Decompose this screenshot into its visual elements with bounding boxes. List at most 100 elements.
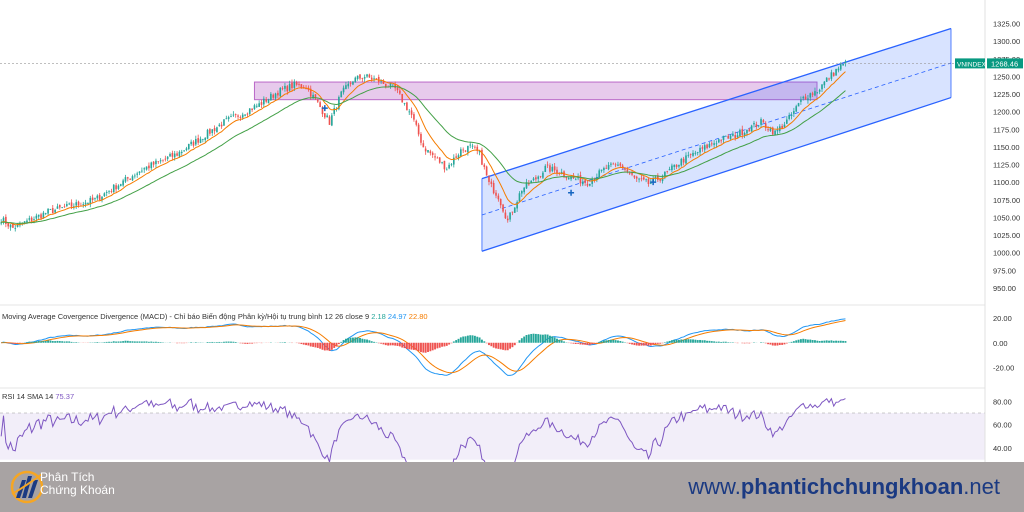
macd-histogram-bar: [659, 342, 662, 344]
macd-histogram-bar: [140, 341, 143, 343]
macd-histogram-bar: [307, 342, 310, 346]
candle: [356, 75, 359, 79]
candle: [452, 157, 455, 165]
candle: [265, 99, 268, 102]
macd-histogram-bar: [713, 341, 716, 343]
macd-histogram-bar: [389, 342, 392, 346]
macd-histogram-bar: [539, 334, 542, 343]
candle: [347, 83, 350, 87]
macd-histogram-bar: [354, 337, 357, 343]
macd-histogram-bar: [363, 339, 366, 343]
candle: [675, 164, 678, 167]
candle: [717, 139, 720, 143]
candle: [750, 125, 753, 132]
macd-histogram-bar: [223, 341, 225, 343]
macd-histogram-bar: [809, 339, 812, 343]
candle: [633, 175, 636, 178]
macd-histogram-bar: [795, 340, 798, 343]
macd-histogram-bar: [640, 342, 643, 346]
macd-histogram-bar: [619, 340, 622, 343]
candle: [35, 215, 38, 219]
candle: [497, 195, 500, 200]
candle: [593, 179, 596, 181]
candle: [523, 187, 525, 193]
brand-name-line2: Chứng Khoán: [40, 483, 115, 497]
macd-histogram-bar: [443, 342, 446, 347]
macd-histogram-bar: [63, 341, 66, 343]
candle: [202, 138, 204, 140]
candle: [743, 133, 746, 137]
candle: [199, 138, 202, 143]
candle: [729, 135, 732, 139]
macd-histogram-bar: [431, 342, 434, 351]
candle: [70, 202, 73, 207]
candle: [797, 103, 800, 107]
candle: [619, 163, 622, 166]
candle: [44, 213, 47, 214]
macd-histogram-bar: [448, 342, 451, 345]
macd-histogram-bar: [572, 342, 575, 344]
macd-histogram-bar: [328, 342, 331, 351]
macd-histogram-bar: [150, 341, 153, 343]
macd-histogram-bar: [462, 336, 465, 343]
macd-histogram-bar: [298, 342, 300, 344]
candle: [420, 133, 422, 143]
candle: [162, 159, 164, 161]
macd-histogram-bar: [600, 341, 603, 343]
macd-histogram-bar: [549, 335, 551, 343]
chart-area[interactable]: 1325.001300.001275.001250.001225.001200.…: [0, 0, 1024, 462]
candle: [176, 153, 178, 156]
candle: [321, 107, 324, 115]
macd-histogram-bar: [670, 340, 673, 343]
macd-histogram-bar: [368, 340, 371, 343]
macd-histogram-bar: [588, 342, 591, 345]
candle: [774, 130, 776, 135]
candle: [28, 218, 31, 220]
macd-histogram-bar: [685, 339, 687, 343]
candle: [469, 144, 472, 146]
candle: [366, 74, 368, 77]
candle: [152, 161, 155, 165]
candle: [218, 124, 221, 126]
price-tick-label: 1150.00: [993, 143, 1020, 152]
macd-histogram-bar: [778, 342, 781, 346]
macd-histogram-bar: [703, 340, 706, 343]
brand-name-line1: Phân Tích: [40, 470, 95, 484]
macd-histogram-bar: [541, 334, 544, 343]
macd-histogram-bar: [129, 341, 132, 343]
macd-histogram-bar: [436, 342, 439, 349]
macd-histogram-bar: [476, 336, 479, 343]
candle: [621, 165, 624, 168]
candle: [56, 206, 59, 209]
candle: [680, 158, 683, 166]
channel-upper-line: [481, 27, 952, 180]
macd-histogram-bar: [206, 341, 209, 343]
macd-histogram-bar: [769, 342, 772, 345]
macd-histogram-bar: [706, 340, 709, 343]
macd-histogram-bar: [570, 342, 573, 344]
macd-histogram-bar: [347, 337, 350, 343]
macd-histogram-bar: [837, 340, 840, 343]
macd-histogram-bar: [457, 338, 460, 343]
macd-histogram-bar: [598, 341, 601, 343]
candle: [431, 152, 434, 155]
website-suffix: .net: [963, 474, 1000, 499]
macd-tick-label: -20.00: [993, 364, 1014, 373]
macd-histogram-bar: [319, 342, 322, 349]
candle: [40, 214, 42, 219]
candle: [565, 176, 568, 179]
candle: [141, 170, 143, 172]
macd-histogram-bar: [792, 341, 795, 343]
macd-histogram-bar: [410, 342, 413, 350]
macd-histogram-bar: [155, 341, 157, 343]
price-tick-label: 1100.00: [993, 178, 1020, 187]
candle: [478, 150, 481, 153]
candle: [642, 177, 645, 180]
macd-histogram-bar: [396, 342, 399, 346]
website-link[interactable]: www.phantichchungkhoan.net: [688, 474, 1000, 500]
rsi-band: [0, 413, 985, 460]
candle: [377, 76, 380, 83]
candle: [720, 140, 722, 142]
candle: [338, 96, 340, 110]
macd-histogram-bar: [218, 341, 221, 343]
